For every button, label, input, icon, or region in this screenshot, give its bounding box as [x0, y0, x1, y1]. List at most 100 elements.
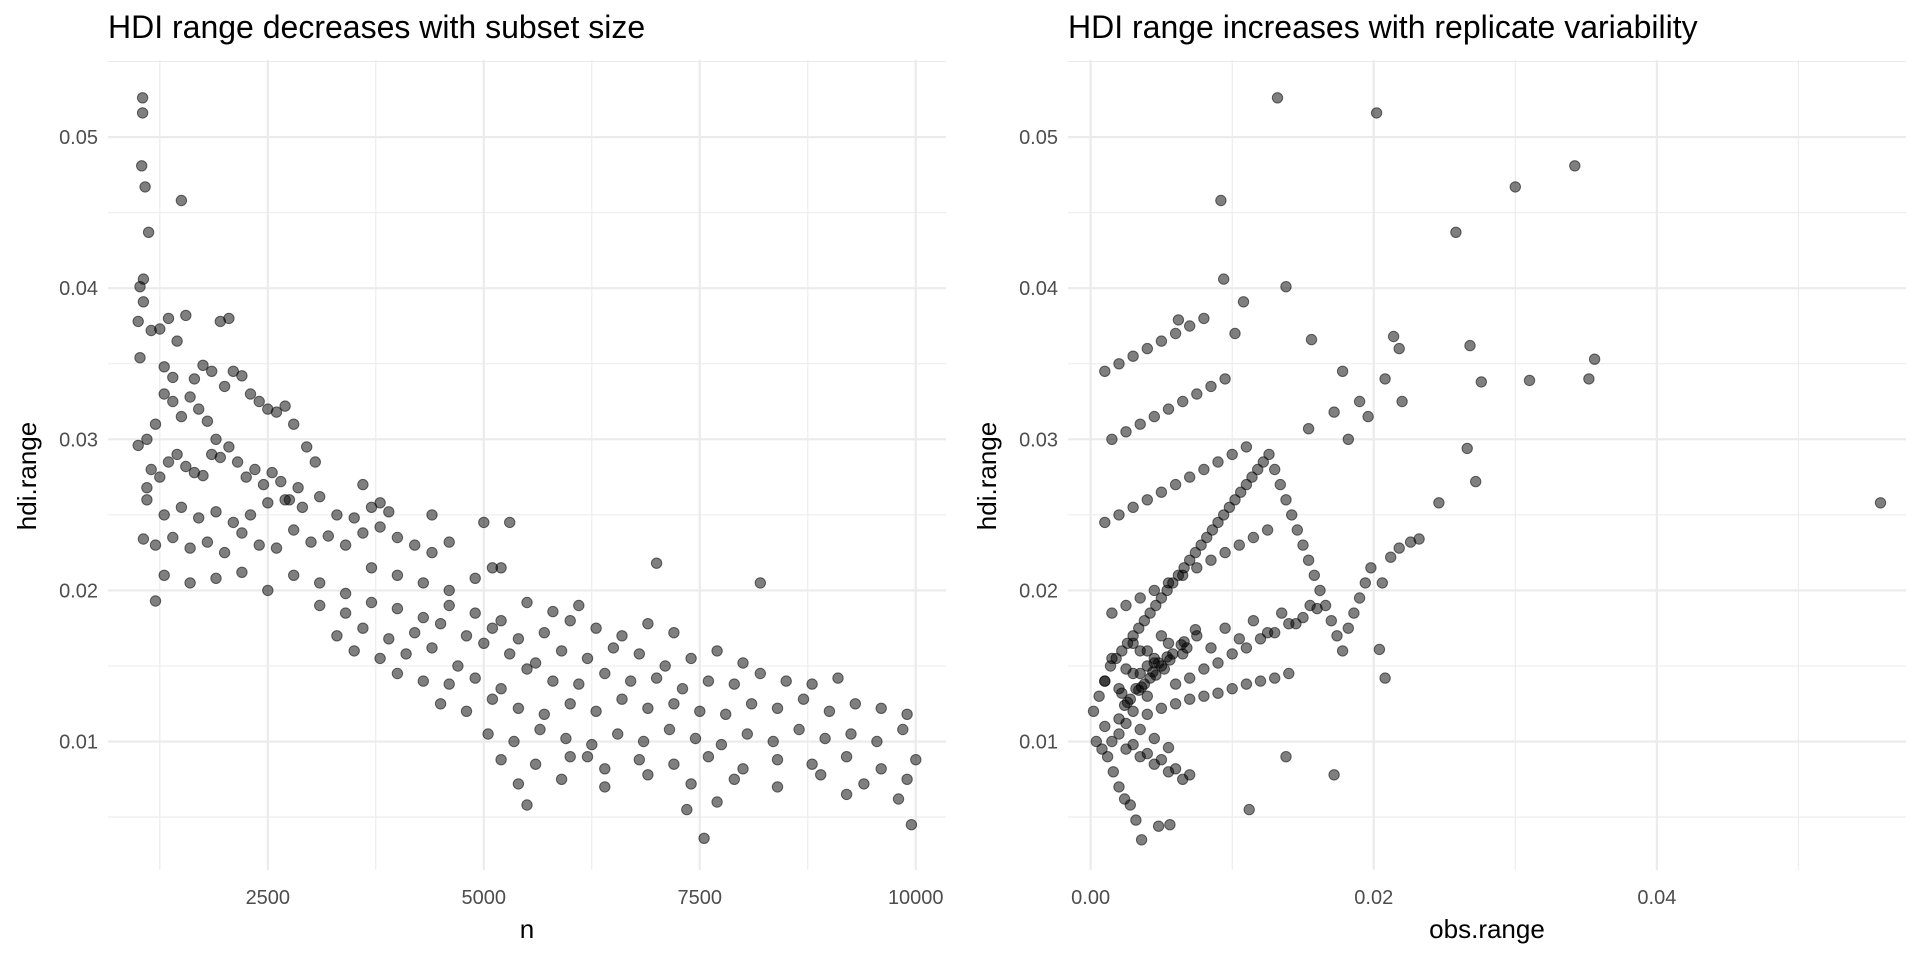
data-point	[1184, 471, 1196, 483]
data-point	[508, 735, 520, 748]
data-point	[745, 698, 758, 710]
data-point	[400, 648, 412, 660]
data-point	[348, 512, 360, 524]
data-point	[486, 622, 499, 634]
x-tick-label: 0.02	[1354, 887, 1393, 909]
data-point	[1150, 669, 1162, 681]
data-point	[171, 335, 183, 347]
data-point	[1169, 478, 1182, 491]
data-point	[668, 698, 680, 710]
data-point	[512, 633, 525, 645]
data-point	[365, 596, 378, 609]
data-point	[892, 793, 905, 805]
data-point	[137, 296, 150, 308]
data-point	[486, 693, 499, 705]
data-point	[193, 403, 205, 415]
data-point	[1175, 639, 1187, 651]
data-point	[214, 451, 227, 464]
data-point	[1269, 463, 1281, 476]
y-tick-label: 0.03	[1019, 429, 1058, 451]
data-point	[309, 456, 321, 468]
x-tick-label: 0.00	[1071, 887, 1110, 909]
right-panel-x-label: obs.range	[1429, 914, 1545, 944]
data-point	[374, 497, 386, 509]
data-point	[206, 365, 218, 377]
data-point	[1120, 599, 1132, 612]
data-point	[1152, 657, 1165, 669]
data-point	[141, 482, 153, 494]
data-point	[1106, 652, 1118, 665]
data-point	[279, 494, 291, 506]
data-point	[1184, 554, 1196, 566]
data-point	[253, 395, 265, 408]
data-point	[1385, 551, 1397, 563]
data-point	[1297, 539, 1309, 551]
data-point	[188, 373, 201, 385]
data-point	[797, 693, 810, 705]
data-point	[1141, 342, 1154, 355]
data-point	[538, 708, 550, 720]
data-point	[171, 448, 183, 461]
data-point	[495, 683, 507, 695]
data-point	[1169, 698, 1182, 710]
data-point	[1205, 642, 1217, 654]
data-point	[1148, 584, 1161, 597]
data-point	[521, 596, 533, 609]
data-point	[1116, 687, 1128, 699]
data-point	[1184, 672, 1196, 684]
data-point	[1280, 494, 1292, 506]
data-point	[840, 751, 853, 763]
data-point	[1155, 702, 1168, 714]
data-point	[1348, 607, 1360, 619]
data-point	[210, 433, 222, 445]
data-point	[616, 693, 628, 705]
data-point	[1475, 376, 1488, 388]
data-point	[301, 441, 313, 453]
data-point	[270, 542, 283, 554]
data-point	[443, 678, 455, 690]
data-point	[612, 728, 624, 740]
data-point	[1269, 672, 1281, 684]
data-point	[1127, 705, 1139, 717]
data-point	[1127, 350, 1139, 362]
data-point	[1263, 448, 1275, 461]
data-point	[529, 758, 542, 770]
data-point	[1523, 374, 1536, 387]
data-point	[1219, 546, 1231, 559]
data-point	[1393, 542, 1405, 554]
data-point	[139, 181, 151, 193]
data-point	[1283, 667, 1295, 680]
data-point	[167, 395, 179, 408]
data-point	[754, 577, 766, 589]
data-point	[1235, 486, 1247, 498]
left-panel-points	[132, 92, 922, 844]
data-point	[1470, 475, 1482, 488]
data-point	[331, 509, 343, 521]
data-point	[1198, 463, 1210, 476]
data-point	[512, 778, 525, 790]
data-point	[348, 645, 360, 657]
data-point	[547, 675, 559, 687]
data-point	[1271, 92, 1284, 104]
data-point	[1328, 406, 1340, 418]
data-point	[288, 418, 300, 430]
data-point	[1328, 769, 1340, 781]
data-point	[257, 478, 270, 491]
data-point	[158, 569, 170, 581]
data-point	[1141, 690, 1154, 702]
data-point	[1113, 358, 1125, 370]
data-point	[685, 778, 697, 790]
data-point	[154, 323, 166, 335]
data-point	[1141, 494, 1154, 506]
data-point	[158, 361, 170, 373]
data-point	[586, 738, 598, 751]
data-point	[1274, 478, 1287, 491]
data-point	[1353, 592, 1366, 604]
data-point	[240, 471, 252, 483]
data-point	[590, 705, 602, 717]
data-point	[793, 723, 805, 736]
data-point	[270, 406, 283, 418]
data-point	[663, 723, 676, 736]
data-point	[482, 728, 494, 740]
data-point	[452, 660, 464, 672]
